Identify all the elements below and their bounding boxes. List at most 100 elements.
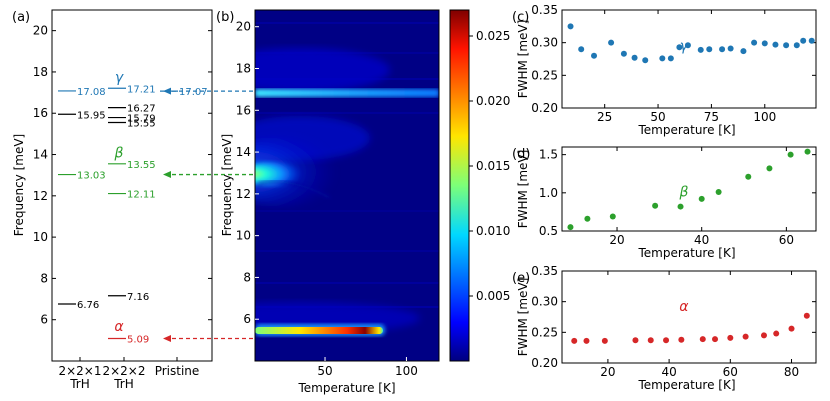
a-level-label: 7.16 [127, 292, 149, 303]
b-xtick-label: 50 [317, 364, 332, 378]
panel-e: (e) 0.20 0.25 0.30 0.35 20 40 60 80 Temperature [… [512, 264, 817, 392]
a-ytick-label: 8 [40, 271, 48, 285]
data-point [804, 148, 811, 155]
xlabel: Temperature [K] [637, 123, 735, 137]
panel-a-frame [51, 9, 213, 362]
b-ytick-label: 8 [243, 270, 251, 284]
mode-label: α [679, 299, 689, 315]
panel-b-xlabel: Temperature [K] [297, 381, 395, 395]
xtick-label: 40 [694, 233, 709, 247]
a-level-label: 5.09 [127, 334, 149, 345]
data-point [608, 39, 615, 46]
data-point [699, 336, 706, 343]
data-point [578, 46, 585, 53]
b-arrow-head [163, 171, 171, 179]
data-point [766, 165, 773, 172]
xtick-label: 80 [784, 365, 799, 379]
data-point [567, 23, 574, 30]
data-point [800, 37, 807, 44]
data-point [620, 50, 627, 57]
panel-c: (c) 0.20 0.25 0.30 0.35 25 50 75 100 Temperature … [512, 3, 817, 137]
panel-b-yticks: 6 8 10 12 14 16 18 20 [236, 20, 259, 326]
xtick-label: 100 [753, 110, 776, 124]
data-point [760, 332, 767, 339]
b-arrow-head [163, 334, 171, 342]
ytick-label: 0.35 [531, 264, 558, 278]
panel-b-arrows [163, 87, 253, 342]
a-level-label: 15.95 [77, 110, 106, 121]
colorbar-ticks: 0.005 0.010 0.015 0.020 0.025 [469, 29, 510, 303]
panel-tag: (d) [512, 147, 530, 162]
xtick-label: 75 [704, 110, 719, 124]
cb-tick-label: 0.010 [476, 224, 510, 238]
ytick-label: 0.30 [531, 36, 558, 50]
b-ytick-label: 18 [236, 62, 251, 76]
data-point [684, 42, 691, 49]
cb-tick-label: 0.025 [476, 29, 510, 43]
plot-frame [561, 146, 817, 232]
mode-label: β [678, 185, 688, 201]
ytick-label: 0.25 [531, 68, 558, 82]
cb-tick-label: 0.005 [476, 289, 510, 303]
mode-label: γ [680, 38, 689, 54]
xtick-label: 50 [650, 110, 665, 124]
data-point [642, 57, 649, 64]
colorbar [449, 9, 470, 362]
a-column-label: 2×2×1 [58, 364, 101, 378]
gamma-band [255, 89, 439, 97]
ylabel: FWHM [meV] [516, 20, 530, 99]
panel-b-frame [254, 9, 440, 362]
beta-feature [255, 162, 302, 186]
panel-a-yticks: 6 8 10 12 14 16 18 20 [33, 24, 212, 327]
panel-a-tag: (a) [12, 10, 30, 25]
data-point [803, 312, 810, 319]
panel-b-tag: (b) [216, 10, 234, 25]
data-point [742, 333, 749, 340]
data-point [663, 337, 670, 344]
panel-d: (d) 0.5 1.0 1.5 20 40 60 Temperature [K] FWHM [m… [512, 146, 817, 260]
data-point [761, 40, 768, 47]
panel-a-ylabel: Frequency [meV] [12, 134, 26, 236]
ylabel: FWHM [meV] [516, 278, 530, 357]
data-point [745, 173, 752, 180]
b-ytick-label: 10 [236, 229, 251, 243]
data-point [751, 39, 758, 46]
a-mode-label: γ [115, 70, 124, 86]
heatmap-image [255, 10, 439, 361]
a-level-label: 12.11 [127, 190, 156, 201]
xtick-label: 20 [609, 233, 624, 247]
a-level-label: 15.79 [127, 114, 156, 125]
ytick-label: 0.35 [531, 3, 558, 17]
ytick-label: 0.20 [531, 356, 558, 370]
data-point [631, 54, 638, 61]
data-point [667, 55, 674, 62]
data-point [706, 46, 713, 53]
a-ytick-label: 14 [33, 148, 48, 162]
data-point [783, 42, 790, 49]
data-point [571, 337, 578, 344]
b-ytick-label: 12 [236, 187, 251, 201]
a-level-label: 17.21 [127, 84, 156, 95]
data-point [677, 203, 684, 210]
panel-tag: (c) [512, 10, 529, 25]
panel-b: (b) [163, 9, 510, 395]
b-ytick-label: 20 [236, 20, 251, 34]
alpha-band [255, 327, 383, 334]
b-ytick-label: 16 [236, 103, 251, 117]
b-ytick-label: 6 [243, 312, 251, 326]
data-point [567, 224, 574, 231]
xtick-label: 60 [779, 233, 794, 247]
plot-frame [561, 270, 817, 364]
data-point [698, 195, 705, 202]
data-point [740, 48, 747, 55]
data-point [727, 45, 734, 52]
data-point [719, 46, 726, 53]
data-point [601, 337, 608, 344]
a-ytick-label: 16 [33, 106, 48, 120]
data-point [788, 325, 795, 332]
a-column-label: TrH [113, 377, 134, 391]
ytick-label: 0.30 [531, 295, 558, 309]
